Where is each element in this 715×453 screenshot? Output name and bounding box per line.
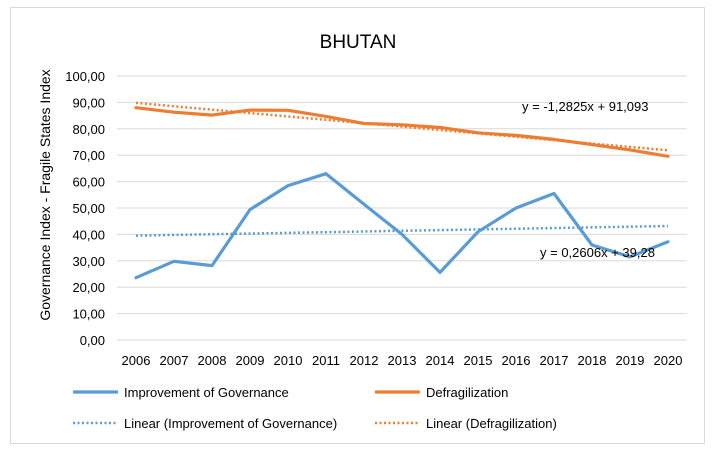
x-tick-label: 2015 [464,353,493,368]
y-tick-label: 90,00 [72,95,105,110]
trendline-equation-governance: y = 0,2606x + 39,28 [540,245,655,260]
x-tick-labels: 2006 2007 2008 2009 2010 2011 2012 2013 2014 2015… [122,353,683,368]
legend-label: Improvement of Governance [124,385,289,400]
y-tick-label: 100,00 [65,69,105,84]
y-tick-label: 80,00 [72,122,105,137]
x-tick-label: 2017 [540,353,569,368]
legend-label: Linear (Defragilization) [426,416,557,431]
y-tick-label: 10,00 [72,307,105,322]
y-tick-label: 40,00 [72,227,105,242]
x-tick-label: 2014 [426,353,455,368]
trendline-linear-improvement-of-governance [135,224,669,237]
x-tick-label: 2006 [122,353,151,368]
y-tick-label: 0,00 [80,333,105,348]
legend: Improvement of Governance Defragilization… [73,385,557,431]
x-tick-label: 2007 [160,353,189,368]
trendline-equation-defragilization: y = -1,2825x + 91,093 [522,99,648,114]
x-tick-label: 2011 [312,353,340,368]
legend-label: Defragilization [426,385,508,400]
x-tick-label: 2018 [578,353,607,368]
x-tick-label: 2012 [350,353,379,368]
gridlines [117,75,687,341]
legend-label: Linear (Improvement of Governance) [124,416,337,431]
trendline-linear-defragilization [135,101,669,152]
y-tick-label: 50,00 [72,201,105,216]
x-tick-label: 2016 [502,353,531,368]
x-tick-label: 2010 [274,353,303,368]
series-line-improvement-of-governance [134,172,670,280]
chart-frame [10,7,705,444]
x-tick-label: 2008 [198,353,227,368]
x-tick-label: 2020 [654,353,683,368]
y-axis-title: Governance Index - Fragile States Index [37,69,53,320]
y-tick-label: 30,00 [72,254,105,269]
series-line-defragilization [134,106,670,158]
x-tick-label: 2009 [236,353,265,368]
y-tick-label: 70,00 [72,148,105,163]
chart-title: BHUTAN [320,32,397,53]
x-tick-label: 2019 [616,353,645,368]
y-tick-label: 20,00 [72,280,105,295]
series-lines [134,101,670,280]
x-tick-label: 2013 [388,353,417,368]
y-tick-labels: 0,00 10,00 20,00 30,00 40,00 50,00 60,00 70,00 8… [65,69,105,348]
y-tick-label: 60,00 [72,175,105,190]
